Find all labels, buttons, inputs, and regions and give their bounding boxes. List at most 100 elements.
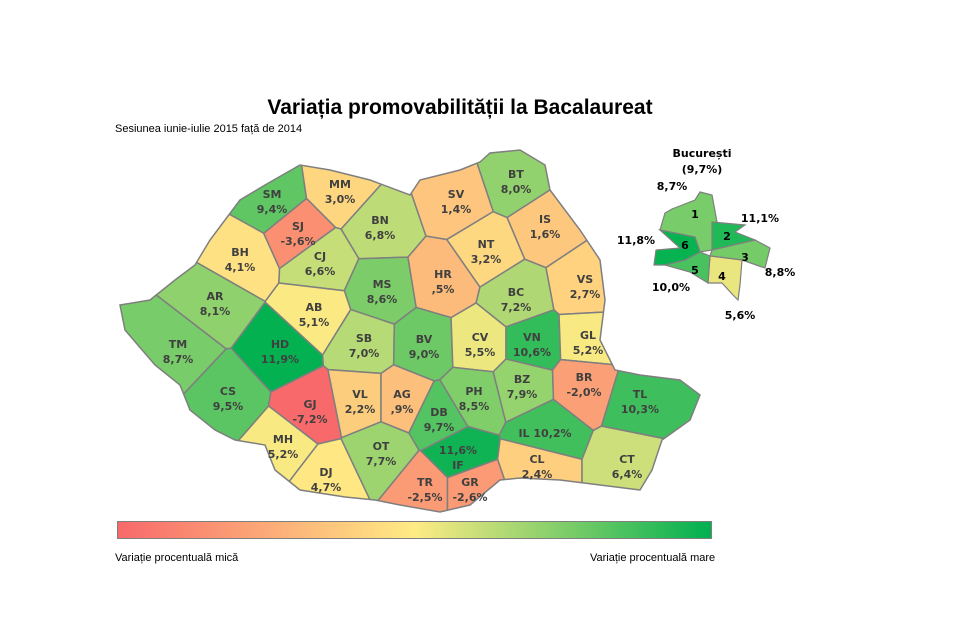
bucharest-sector-4[interactable]: [707, 255, 743, 302]
county-value: -2,0%: [566, 386, 601, 399]
county-value: 8,5%: [459, 400, 490, 413]
legend-high-label: Variație procentuală mare: [590, 552, 716, 564]
bucharest-title: București: [672, 147, 731, 160]
sector-number: 2: [723, 230, 731, 243]
county-value: 6,6%: [305, 265, 336, 278]
county-code: DB: [430, 406, 448, 419]
county-code: VN: [523, 331, 541, 344]
county-code: HR: [434, 268, 452, 281]
county-code: BH: [231, 246, 249, 259]
county-value: 1,6%: [530, 228, 561, 241]
sector-number: 3: [741, 251, 749, 264]
county-value: 4,7%: [311, 481, 342, 494]
county-value: 7,0%: [349, 347, 380, 360]
county-value: 2,7%: [570, 288, 601, 301]
county-code: AR: [207, 290, 225, 303]
county-code: HD: [271, 338, 289, 351]
sector-value: 8,8%: [765, 266, 796, 279]
sector-value: 11,8%: [617, 234, 655, 247]
county-code: BV: [416, 333, 433, 346]
county-value: 7,7%: [366, 455, 397, 468]
county-code: TM: [169, 338, 187, 351]
county-value: 10,3%: [621, 403, 659, 416]
county-value: 11,6%: [439, 444, 477, 457]
county-value: 6,8%: [365, 229, 396, 242]
county-code: IS: [539, 213, 551, 226]
county-code: DJ: [319, 466, 332, 479]
map-subtitle: Sesiunea iunie-iulie 2015 față de 2014: [115, 123, 303, 135]
county-value: 9,5%: [213, 400, 244, 413]
county-value: 3,2%: [471, 253, 502, 266]
county-value: -3,6%: [280, 235, 315, 248]
county-code: GJ: [303, 398, 316, 411]
sector-number: 1: [691, 208, 699, 221]
county-code: MH: [273, 433, 293, 446]
county-code: GR: [461, 476, 479, 489]
county-code: VL: [352, 388, 368, 401]
county-label-il: IL 10,2%: [518, 427, 571, 440]
sector-number: 4: [718, 270, 726, 283]
county-code: MS: [373, 278, 392, 291]
county-code: OT: [373, 440, 390, 453]
county-code: SV: [448, 188, 465, 201]
map-title: Variația promovabilității la Bacalaureat: [267, 96, 653, 119]
county-code: TL: [633, 388, 648, 401]
sector-value: 5,6%: [725, 309, 756, 322]
county-code: SJ: [292, 220, 304, 233]
county-code: BT: [508, 168, 524, 181]
county-code: CS: [220, 385, 236, 398]
county-code: VS: [577, 273, 594, 286]
sector-value: 8,7%: [657, 180, 688, 193]
county-code: BZ: [514, 373, 530, 386]
county-code: BR: [576, 371, 593, 384]
county-value: 5,1%: [299, 316, 330, 329]
county-code: NT: [478, 238, 495, 251]
sector-number: 5: [691, 264, 699, 277]
county-value: 1,4%: [441, 203, 472, 216]
county-code: IF: [452, 459, 464, 472]
county-value: 6,4%: [612, 468, 643, 481]
county-value: 10,6%: [513, 346, 551, 359]
county-value: 9,0%: [409, 348, 440, 361]
county-code: BN: [371, 214, 389, 227]
county-code: TR: [417, 476, 434, 489]
county-code: AB: [306, 301, 323, 314]
county-code: MM: [329, 178, 351, 191]
bucharest-sector-6[interactable]: [653, 228, 701, 266]
legend-low-label: Variație procentuală mică: [115, 552, 239, 564]
bucharest-sector-2[interactable]: [711, 221, 757, 251]
county-value: 8,7%: [163, 353, 194, 366]
county-code: CL: [529, 453, 544, 466]
color-scale-bar: [117, 521, 712, 539]
county-value: 7,2%: [501, 301, 532, 314]
county-code: PH: [465, 385, 482, 398]
sector-value: 10,0%: [652, 281, 690, 294]
county-code: SM: [263, 188, 282, 201]
county-value: -7,2%: [292, 413, 327, 426]
county-code: AG: [393, 388, 411, 401]
county-value: 5,5%: [465, 346, 496, 359]
sector-number: 6: [681, 239, 689, 252]
county-code: CT: [619, 453, 635, 466]
county-value: 8,1%: [200, 305, 231, 318]
county-code: SB: [356, 332, 372, 345]
county-value: 8,0%: [501, 183, 532, 196]
county-value: 4,1%: [225, 261, 256, 274]
county-value: 11,9%: [261, 353, 299, 366]
county-code: BC: [508, 286, 524, 299]
bucharest-total: (9,7%): [682, 163, 723, 176]
county-value: 2,2%: [345, 403, 376, 416]
county-value: ,5%: [432, 283, 455, 296]
county-value: 8,6%: [367, 293, 398, 306]
county-code: CJ: [314, 250, 326, 263]
county-value: ,9%: [391, 403, 414, 416]
county-sm[interactable]: [100, 140, 308, 235]
county-value: -2,5%: [407, 491, 442, 504]
county-code: GL: [580, 329, 596, 342]
sector-value: 11,1%: [741, 212, 779, 225]
county-value: 9,7%: [424, 421, 455, 434]
county-value: 2,4%: [522, 468, 553, 481]
county-value: -2,6%: [452, 491, 487, 504]
